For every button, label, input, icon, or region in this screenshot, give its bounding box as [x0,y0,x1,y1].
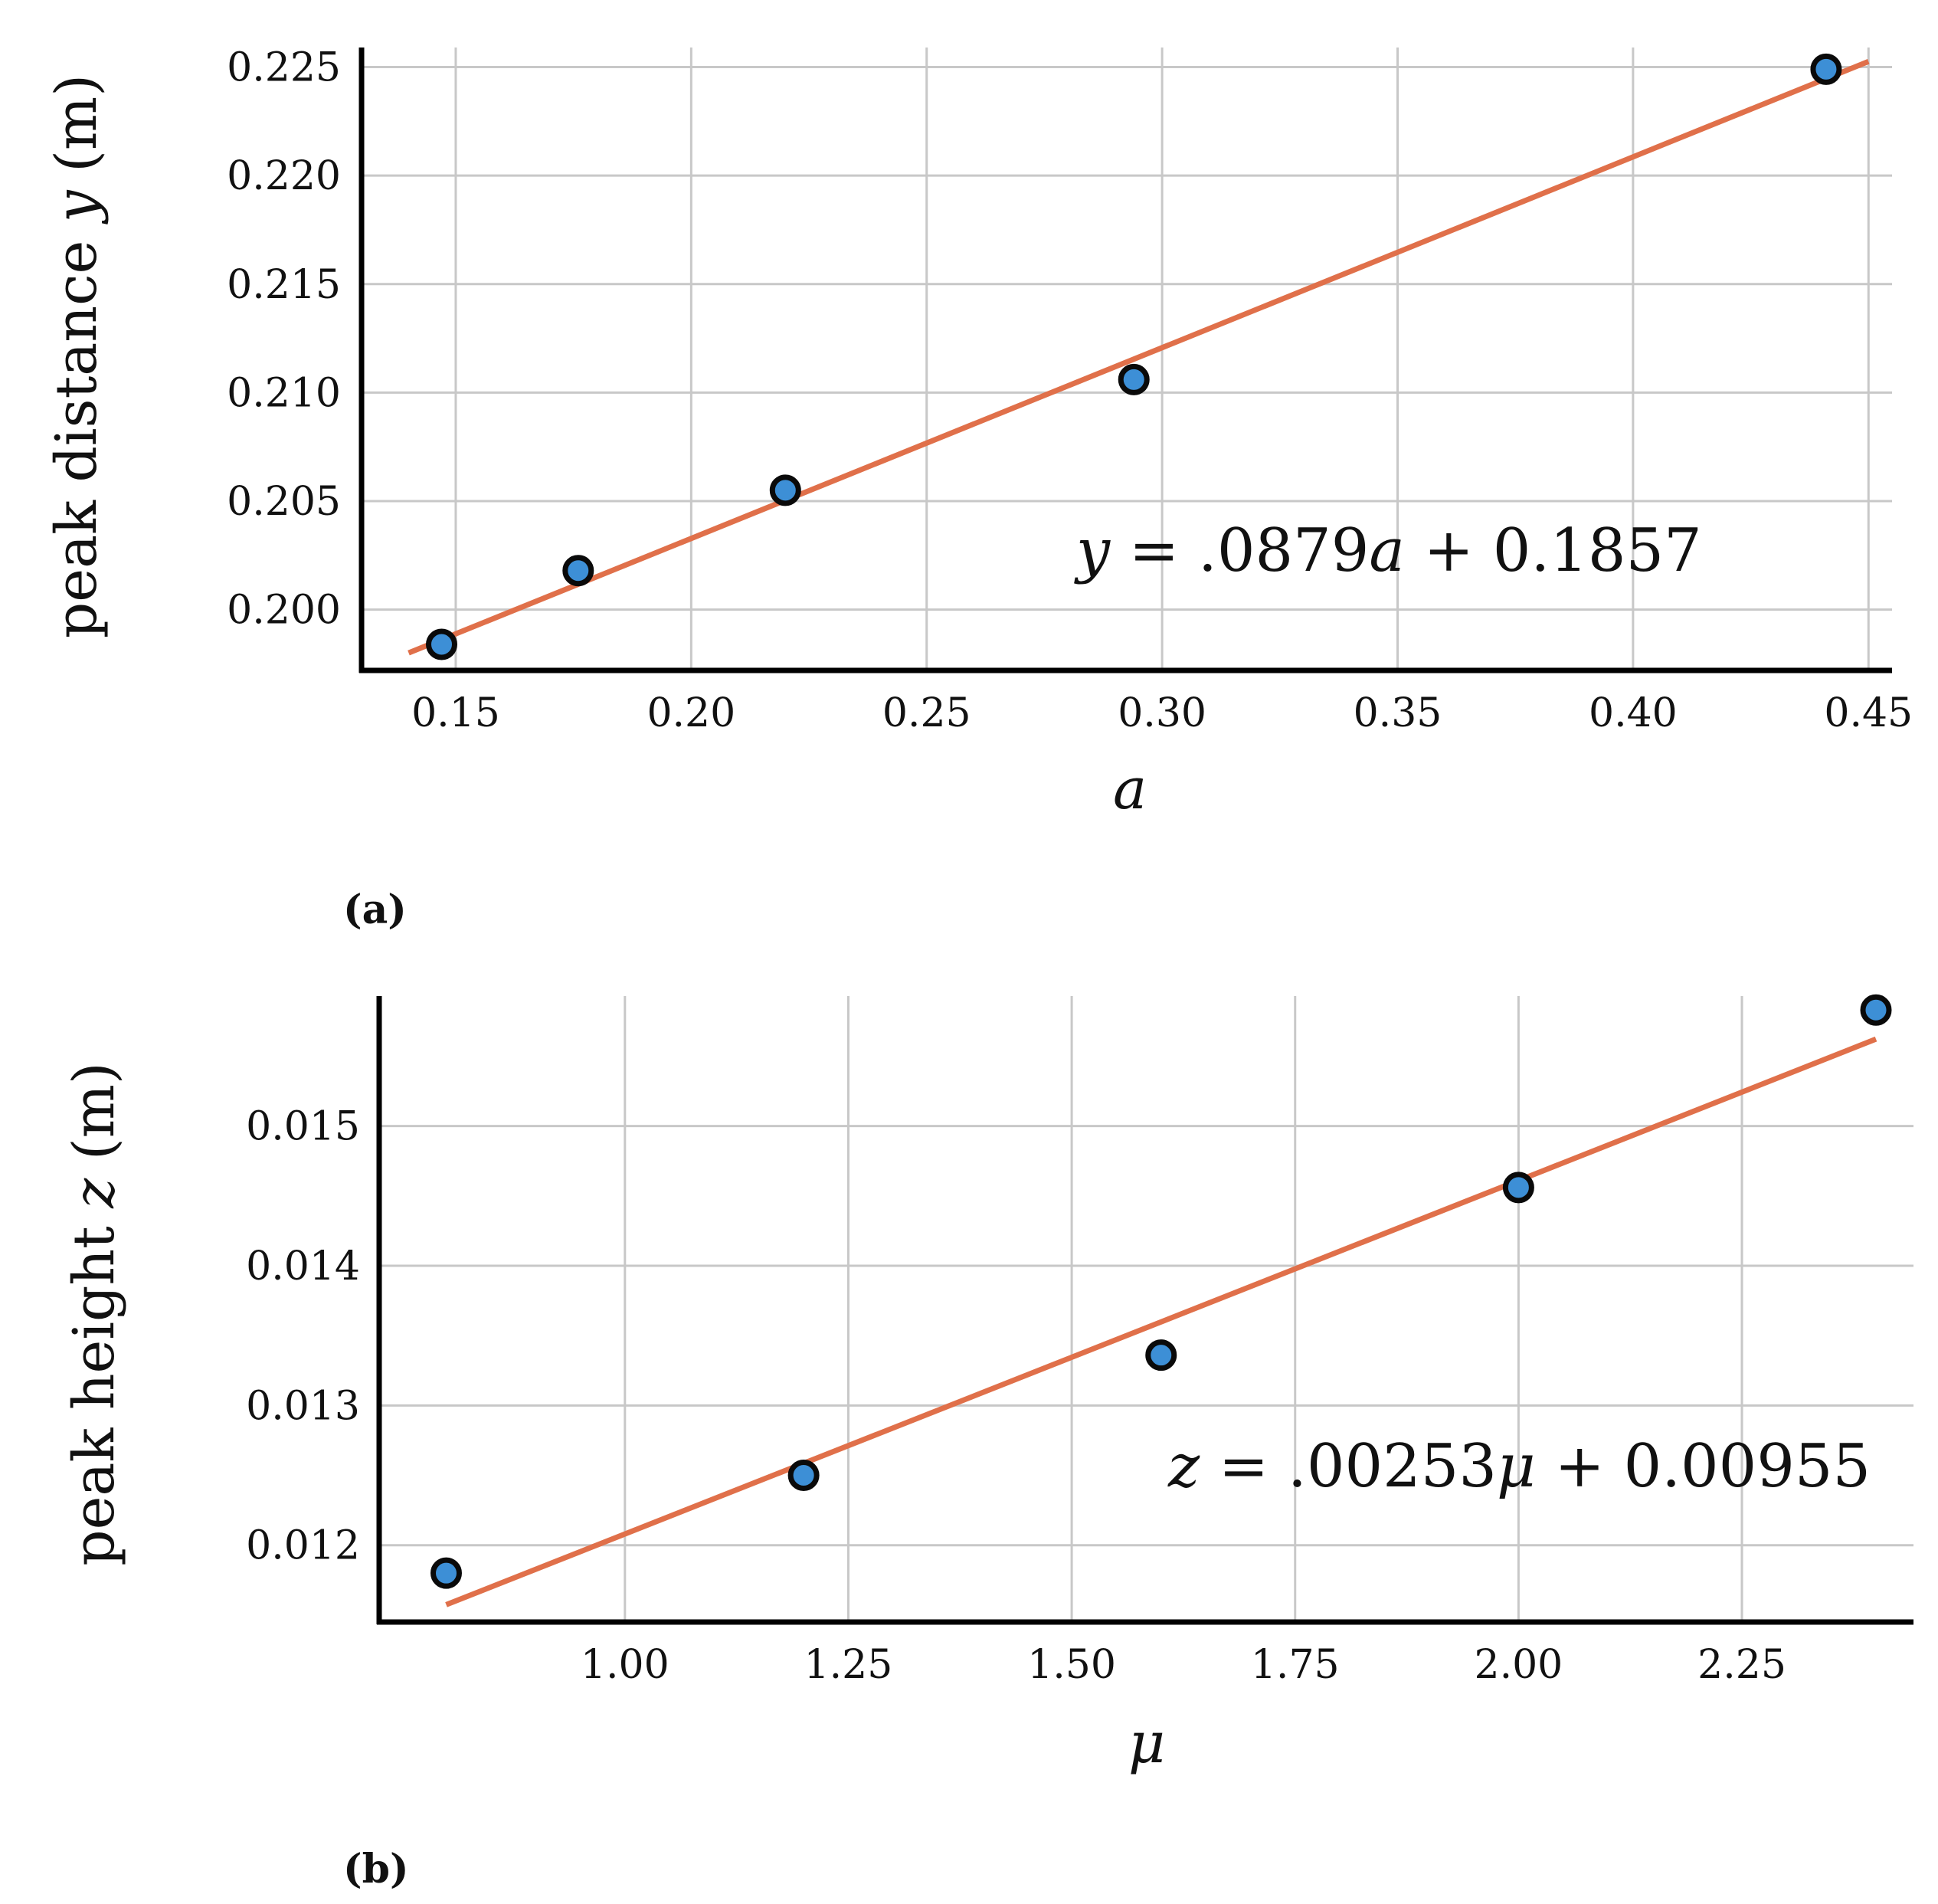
x-tick-label-b: 1.00 [581,1642,669,1688]
y-tick-label-a: 0.205 [227,479,341,525]
x-tick-labels-b: 1.00 1.25 1.50 1.75 2.00 2.25 [581,1642,1786,1688]
axes-b [376,996,1913,1625]
fit-a [408,59,1870,656]
fit-equation-a: y = .0879a + 0.1857 [1074,516,1702,585]
x-tick-label-b: 1.75 [1251,1642,1340,1688]
grid-b [379,996,1913,1622]
y-axis-title-a-var: y [44,189,110,224]
fit-equation-b-var: μ [1497,1432,1536,1501]
y-tick-label-a: 0.220 [227,153,341,199]
fit-equation-a-rest: + 0.1857 [1405,516,1702,585]
x-axis-title-b: μ [1128,1710,1165,1776]
fit-equation-b-lhs: z [1167,1432,1200,1501]
y-axis-title-b: peak height z (m) [61,1062,127,1566]
panel-b: 1.00 1.25 1.50 1.75 2.00 2.25 0.012 0.013 0.014… [61,994,1913,1893]
y-axis-title-b-after: (m) [61,1062,127,1178]
data-point-a [1118,363,1150,395]
x-tick-label-b: 2.00 [1474,1642,1563,1688]
y-axis-title-a: peak distance y (m) [44,74,110,638]
y-axis-title-b-before: peak height [61,1208,127,1566]
data-point-b [1145,1339,1177,1371]
grid-a [362,48,1892,670]
data-point-b [430,1557,462,1589]
fit-equation-a-var: a [1369,516,1405,585]
y-tick-label-b: 0.012 [246,1523,360,1569]
fit-line-b [445,1036,1877,1607]
data-point-b [787,1460,820,1492]
panel-label-b: (b) [343,1846,409,1893]
x-axis-title-a: a [1113,756,1147,822]
x-tick-label-a: 0.30 [1118,690,1206,736]
x-tick-label-b: 2.25 [1697,1642,1786,1688]
data-point-a [562,555,594,587]
x-tick-label-a: 0.15 [411,690,500,736]
fit-b [445,1036,1877,1607]
fit-equation-a-lhs: y [1074,516,1111,585]
y-tick-labels-b: 0.012 0.013 0.014 0.015 [246,1104,360,1569]
y-axis-title-a-before: peak distance [44,222,110,638]
y-axis-title-b-var: z [61,1178,127,1209]
panel-label-a: (a) [343,886,407,933]
fit-equation-b: z = .00253μ + 0.00955 [1167,1432,1871,1501]
x-tick-label-b: 1.25 [804,1642,893,1688]
y-axis-title-a-after: (m) [44,74,110,190]
data-point-a [426,628,458,660]
x-tick-label-a: 0.45 [1824,690,1913,736]
y-tick-label-a: 0.225 [227,44,341,90]
x-tick-label-a: 0.35 [1354,690,1442,736]
y-tick-label-a: 0.210 [227,370,341,416]
fit-equation-a-eq: = .0879 [1110,516,1369,585]
panel-a: 0.15 0.20 0.25 0.30 0.35 0.40 0.45 0.2000.2050… [44,44,1913,933]
data-point-b [1860,994,1892,1026]
x-tick-label-a: 0.40 [1589,690,1678,736]
y-tick-labels-a: 0.200 0.205 0.210 0.215 0.220 0.225 [227,44,341,633]
data-point-a [1810,53,1842,85]
y-tick-label-a: 0.200 [227,588,341,634]
points-a [426,53,1842,660]
x-tick-label-b: 1.50 [1027,1642,1116,1688]
fit-equation-b-eq: = .00253 [1200,1432,1497,1501]
data-point-a [769,474,801,506]
fit-line-a [408,59,1870,656]
x-tick-label-a: 0.25 [882,690,971,736]
data-point-b [1502,1172,1534,1204]
axes-a [358,48,1892,673]
points-b [430,994,1892,1589]
y-tick-label-a: 0.215 [227,262,341,308]
x-tick-labels-a: 0.15 0.20 0.25 0.30 0.35 0.40 0.45 [411,690,1913,736]
x-tick-label-a: 0.20 [647,690,735,736]
y-tick-label-b: 0.013 [246,1383,360,1429]
fit-equation-b-rest: + 0.00955 [1536,1432,1871,1501]
y-tick-label-b: 0.015 [246,1104,360,1150]
y-tick-label-b: 0.014 [246,1244,360,1290]
